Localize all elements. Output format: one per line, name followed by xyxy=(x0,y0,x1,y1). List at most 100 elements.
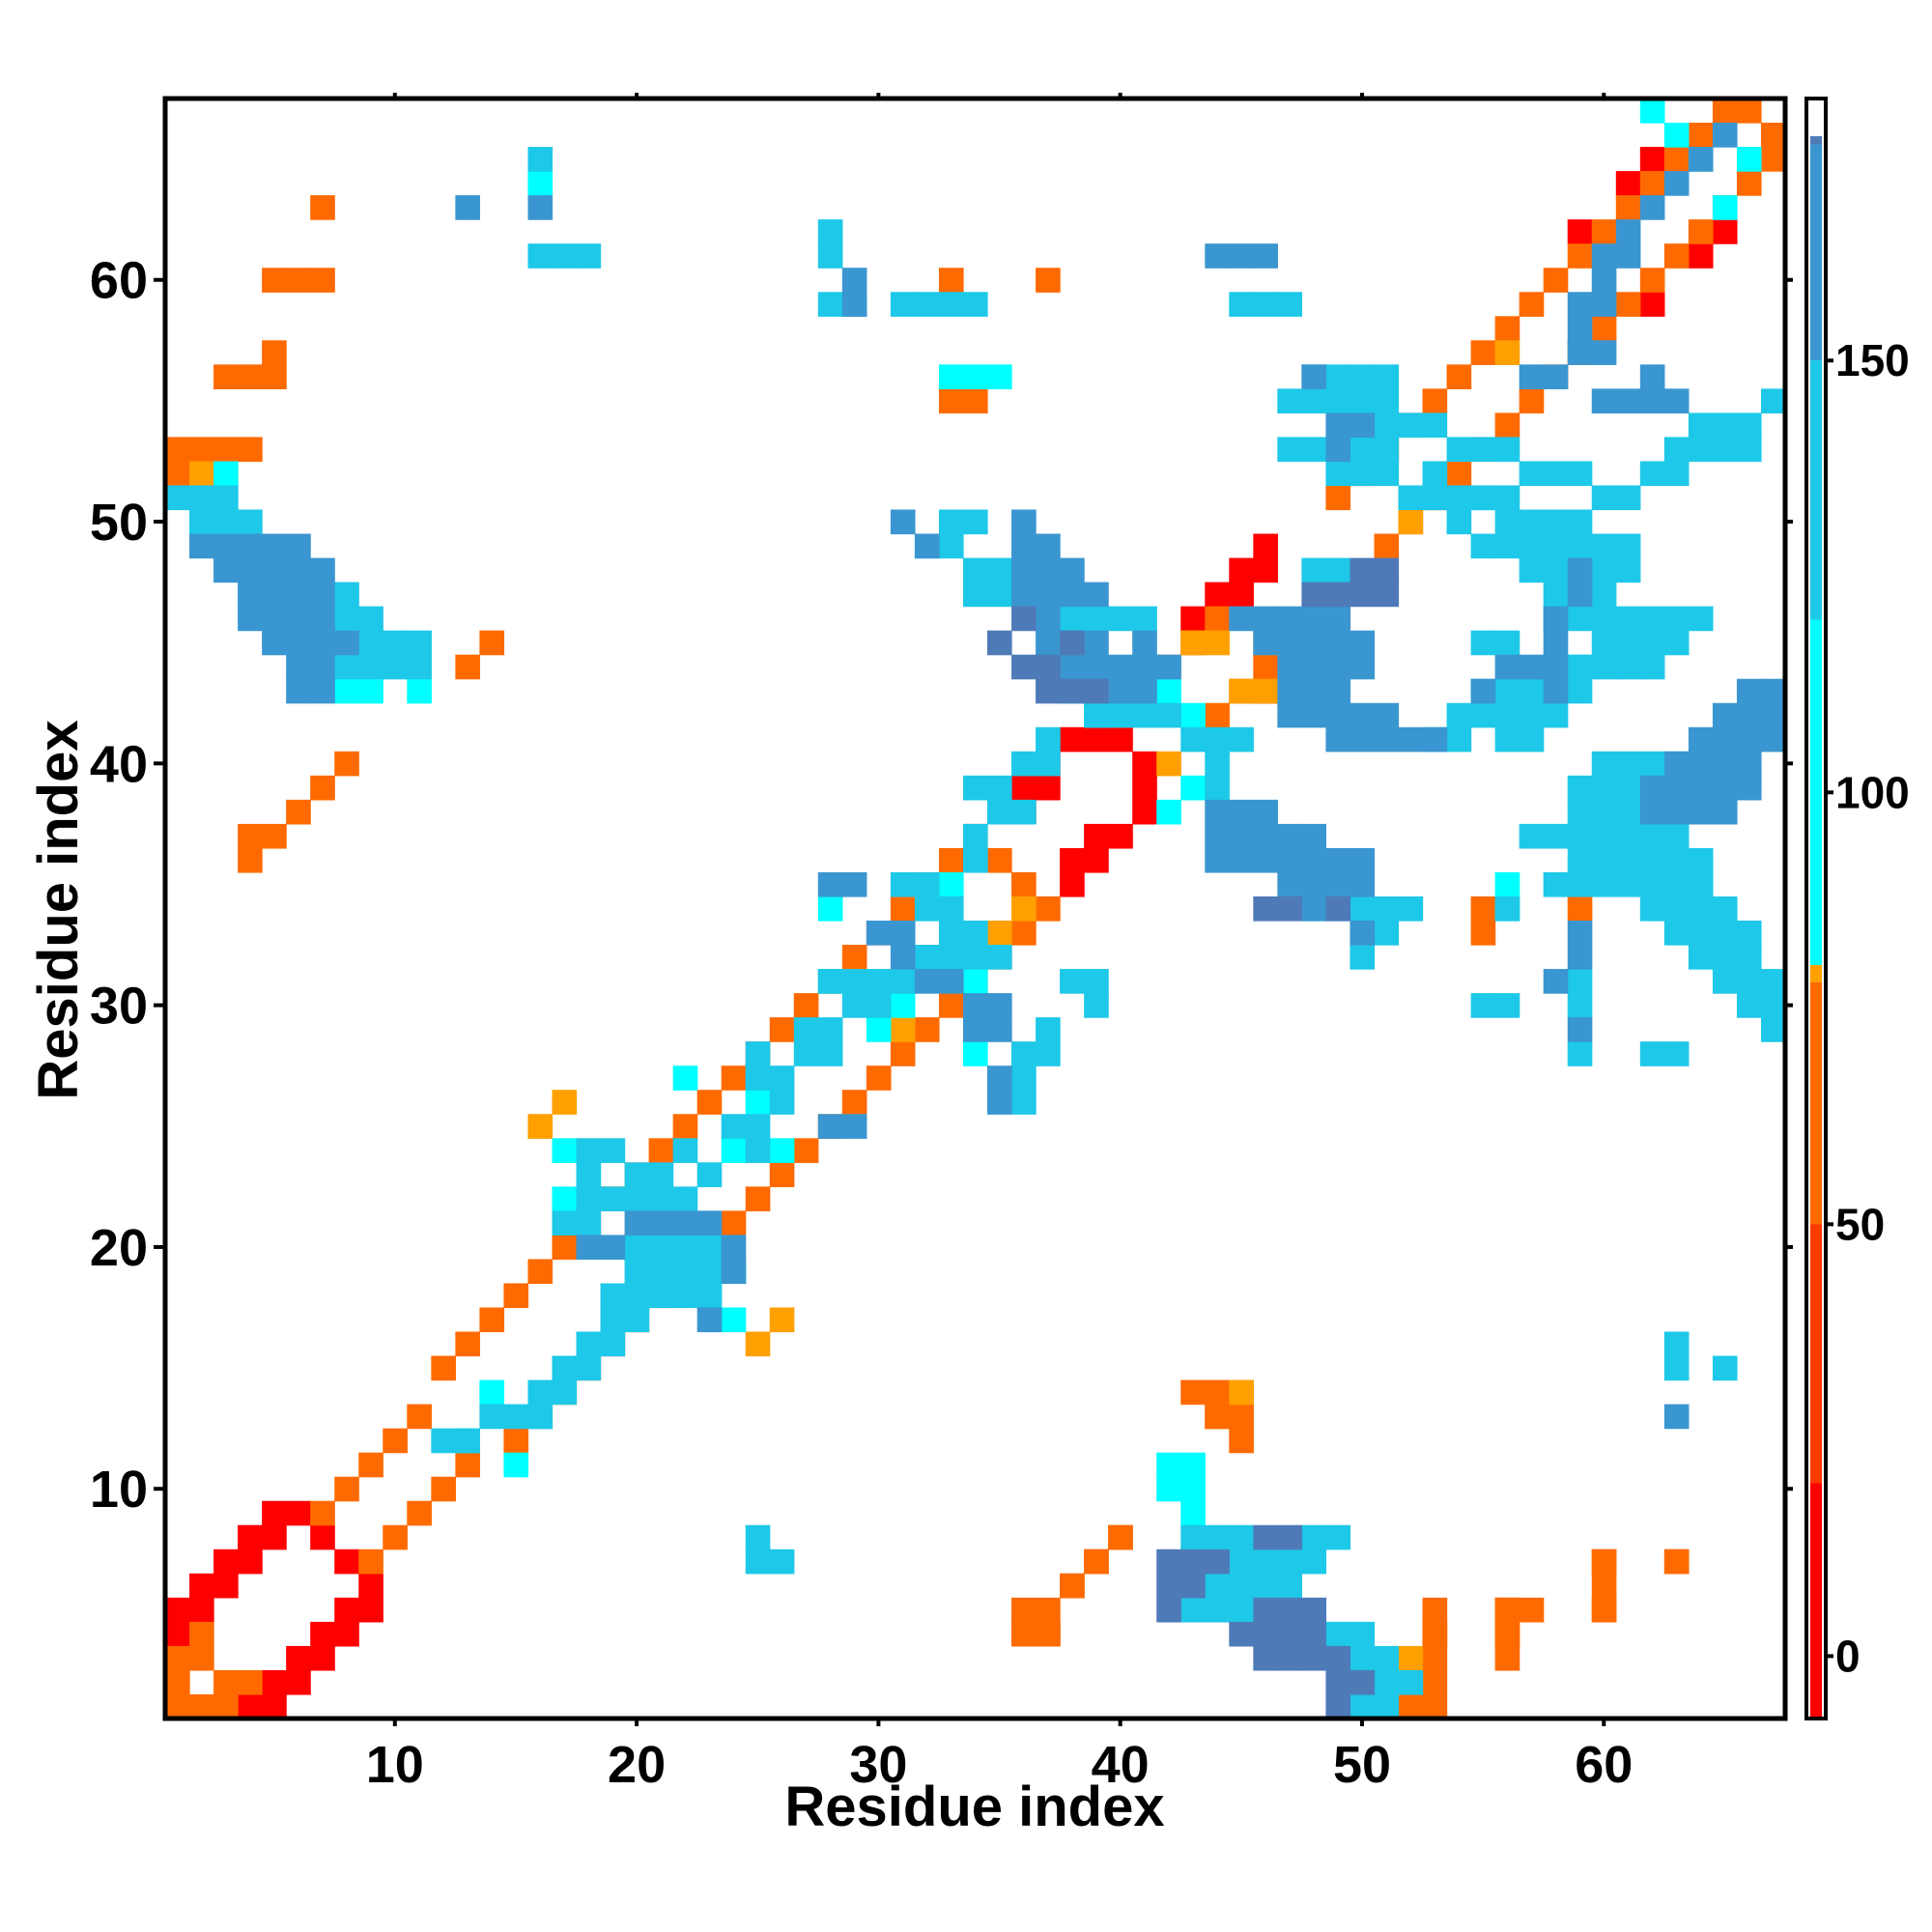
heatmap-cell xyxy=(334,751,359,777)
heatmap-cell xyxy=(938,871,964,897)
heatmap-cell xyxy=(817,871,843,897)
heatmap-cell xyxy=(1301,364,1327,389)
heatmap-cell xyxy=(1253,1524,1278,1550)
heatmap-cell xyxy=(962,993,988,1018)
heatmap-cell xyxy=(1591,268,1617,293)
heatmap-cell xyxy=(189,1621,214,1647)
heatmap-cell xyxy=(1350,1645,1376,1671)
heatmap-cell xyxy=(672,1186,698,1211)
heatmap-cell xyxy=(914,895,940,922)
heatmap-cell xyxy=(1494,630,1520,656)
heatmap-cell xyxy=(987,630,1012,656)
heatmap-cell xyxy=(527,1114,554,1139)
heatmap-cell xyxy=(1229,1597,1254,1623)
heatmap-cell xyxy=(1615,847,1641,873)
heatmap-cell xyxy=(1615,654,1641,680)
heatmap-cell xyxy=(1543,702,1569,728)
heatmap-cell xyxy=(1350,630,1376,656)
heatmap-cell xyxy=(358,1573,384,1599)
heatmap-cell xyxy=(1663,1041,1690,1066)
heatmap-cell xyxy=(213,557,239,583)
heatmap-cell xyxy=(1277,1548,1302,1575)
heatmap-cell xyxy=(1301,437,1327,463)
heatmap-cell xyxy=(1036,557,1061,583)
heatmap-cell xyxy=(1543,823,1569,849)
heatmap-cell xyxy=(1663,388,1690,413)
heatmap-cell xyxy=(1036,775,1061,801)
heatmap-cell xyxy=(1350,726,1376,753)
heatmap-cell xyxy=(962,292,988,317)
heatmap-cell xyxy=(1567,1017,1593,1042)
heatmap-cell xyxy=(1374,1645,1400,1671)
heatmap-cell xyxy=(1350,945,1376,970)
heatmap-cell xyxy=(1036,533,1061,559)
heatmap-cell xyxy=(600,1186,626,1211)
heatmap-cell xyxy=(1494,412,1520,439)
heatmap-cell xyxy=(1277,871,1302,897)
heatmap-cell xyxy=(1567,823,1593,849)
y-tick-label: 20 xyxy=(90,1219,148,1277)
heatmap-cell xyxy=(1180,1452,1206,1478)
heatmap-cell xyxy=(334,1597,359,1623)
heatmap-cell xyxy=(1325,847,1351,873)
heatmap-cell xyxy=(769,1138,795,1163)
heatmap-cell xyxy=(1663,921,1690,946)
heatmap-cell xyxy=(286,533,311,559)
heatmap-cell xyxy=(1639,871,1665,897)
heatmap-cell xyxy=(793,1041,819,1066)
heatmap-cell xyxy=(1253,823,1278,849)
heatmap-cell xyxy=(213,1693,239,1719)
heatmap-cell xyxy=(1760,388,1786,413)
heatmap-cell xyxy=(624,1283,650,1309)
heatmap-cell xyxy=(890,871,916,897)
heatmap-cell xyxy=(1036,630,1061,656)
x-axis-title: Residue index xyxy=(784,1776,1164,1838)
heatmap-cell xyxy=(1639,751,1665,777)
heatmap-cell xyxy=(841,268,867,293)
heatmap-cell xyxy=(262,268,287,293)
heatmap-cell xyxy=(1543,582,1569,608)
heatmap-cell xyxy=(552,1379,578,1406)
heatmap-cell xyxy=(1615,871,1641,897)
heatmap-cell xyxy=(938,945,964,970)
heatmap-cell xyxy=(769,1162,795,1187)
heatmap-cell xyxy=(1422,1621,1448,1647)
heatmap-cell xyxy=(1036,1017,1061,1042)
heatmap-cell xyxy=(1277,1645,1302,1671)
heatmap-cell xyxy=(165,1597,190,1623)
heatmap-cell xyxy=(1156,1476,1181,1502)
heatmap-cell xyxy=(1422,1645,1448,1671)
heatmap-cell xyxy=(1688,921,1714,946)
heatmap-cell xyxy=(1277,1524,1302,1550)
heatmap-cell xyxy=(383,654,408,680)
heatmap-cell xyxy=(1712,412,1738,439)
heatmap-cell xyxy=(1084,1548,1109,1575)
heatmap-cell xyxy=(1639,147,1665,172)
heatmap-cell xyxy=(1567,871,1593,897)
heatmap-cell xyxy=(286,268,311,293)
heatmap-cell xyxy=(1277,630,1302,656)
heatmap-cell xyxy=(1132,654,1157,680)
heatmap-cell xyxy=(286,557,311,583)
heatmap-cell xyxy=(1229,726,1254,753)
heatmap-cell xyxy=(1325,702,1351,728)
y-tick-label: 30 xyxy=(90,978,148,1036)
heatmap-cell xyxy=(238,1669,263,1695)
colorbar xyxy=(1810,101,1822,1717)
heatmap-cell xyxy=(1205,799,1230,825)
heatmap-cell xyxy=(721,1065,747,1091)
heatmap-cell xyxy=(914,871,940,897)
heatmap-cell xyxy=(1350,412,1376,439)
heatmap-cell xyxy=(213,509,239,535)
heatmap-cell xyxy=(817,1114,843,1139)
heatmap-cell xyxy=(962,509,988,535)
heatmap-cell xyxy=(1180,1379,1206,1406)
heatmap-cell xyxy=(1663,847,1690,873)
heatmap-cell xyxy=(1519,678,1545,704)
heatmap-cell xyxy=(1229,606,1254,632)
heatmap-cell xyxy=(1736,171,1762,196)
heatmap-cell xyxy=(1180,1500,1206,1526)
heatmap-cell xyxy=(455,1428,480,1454)
heatmap-cell xyxy=(1615,775,1641,801)
